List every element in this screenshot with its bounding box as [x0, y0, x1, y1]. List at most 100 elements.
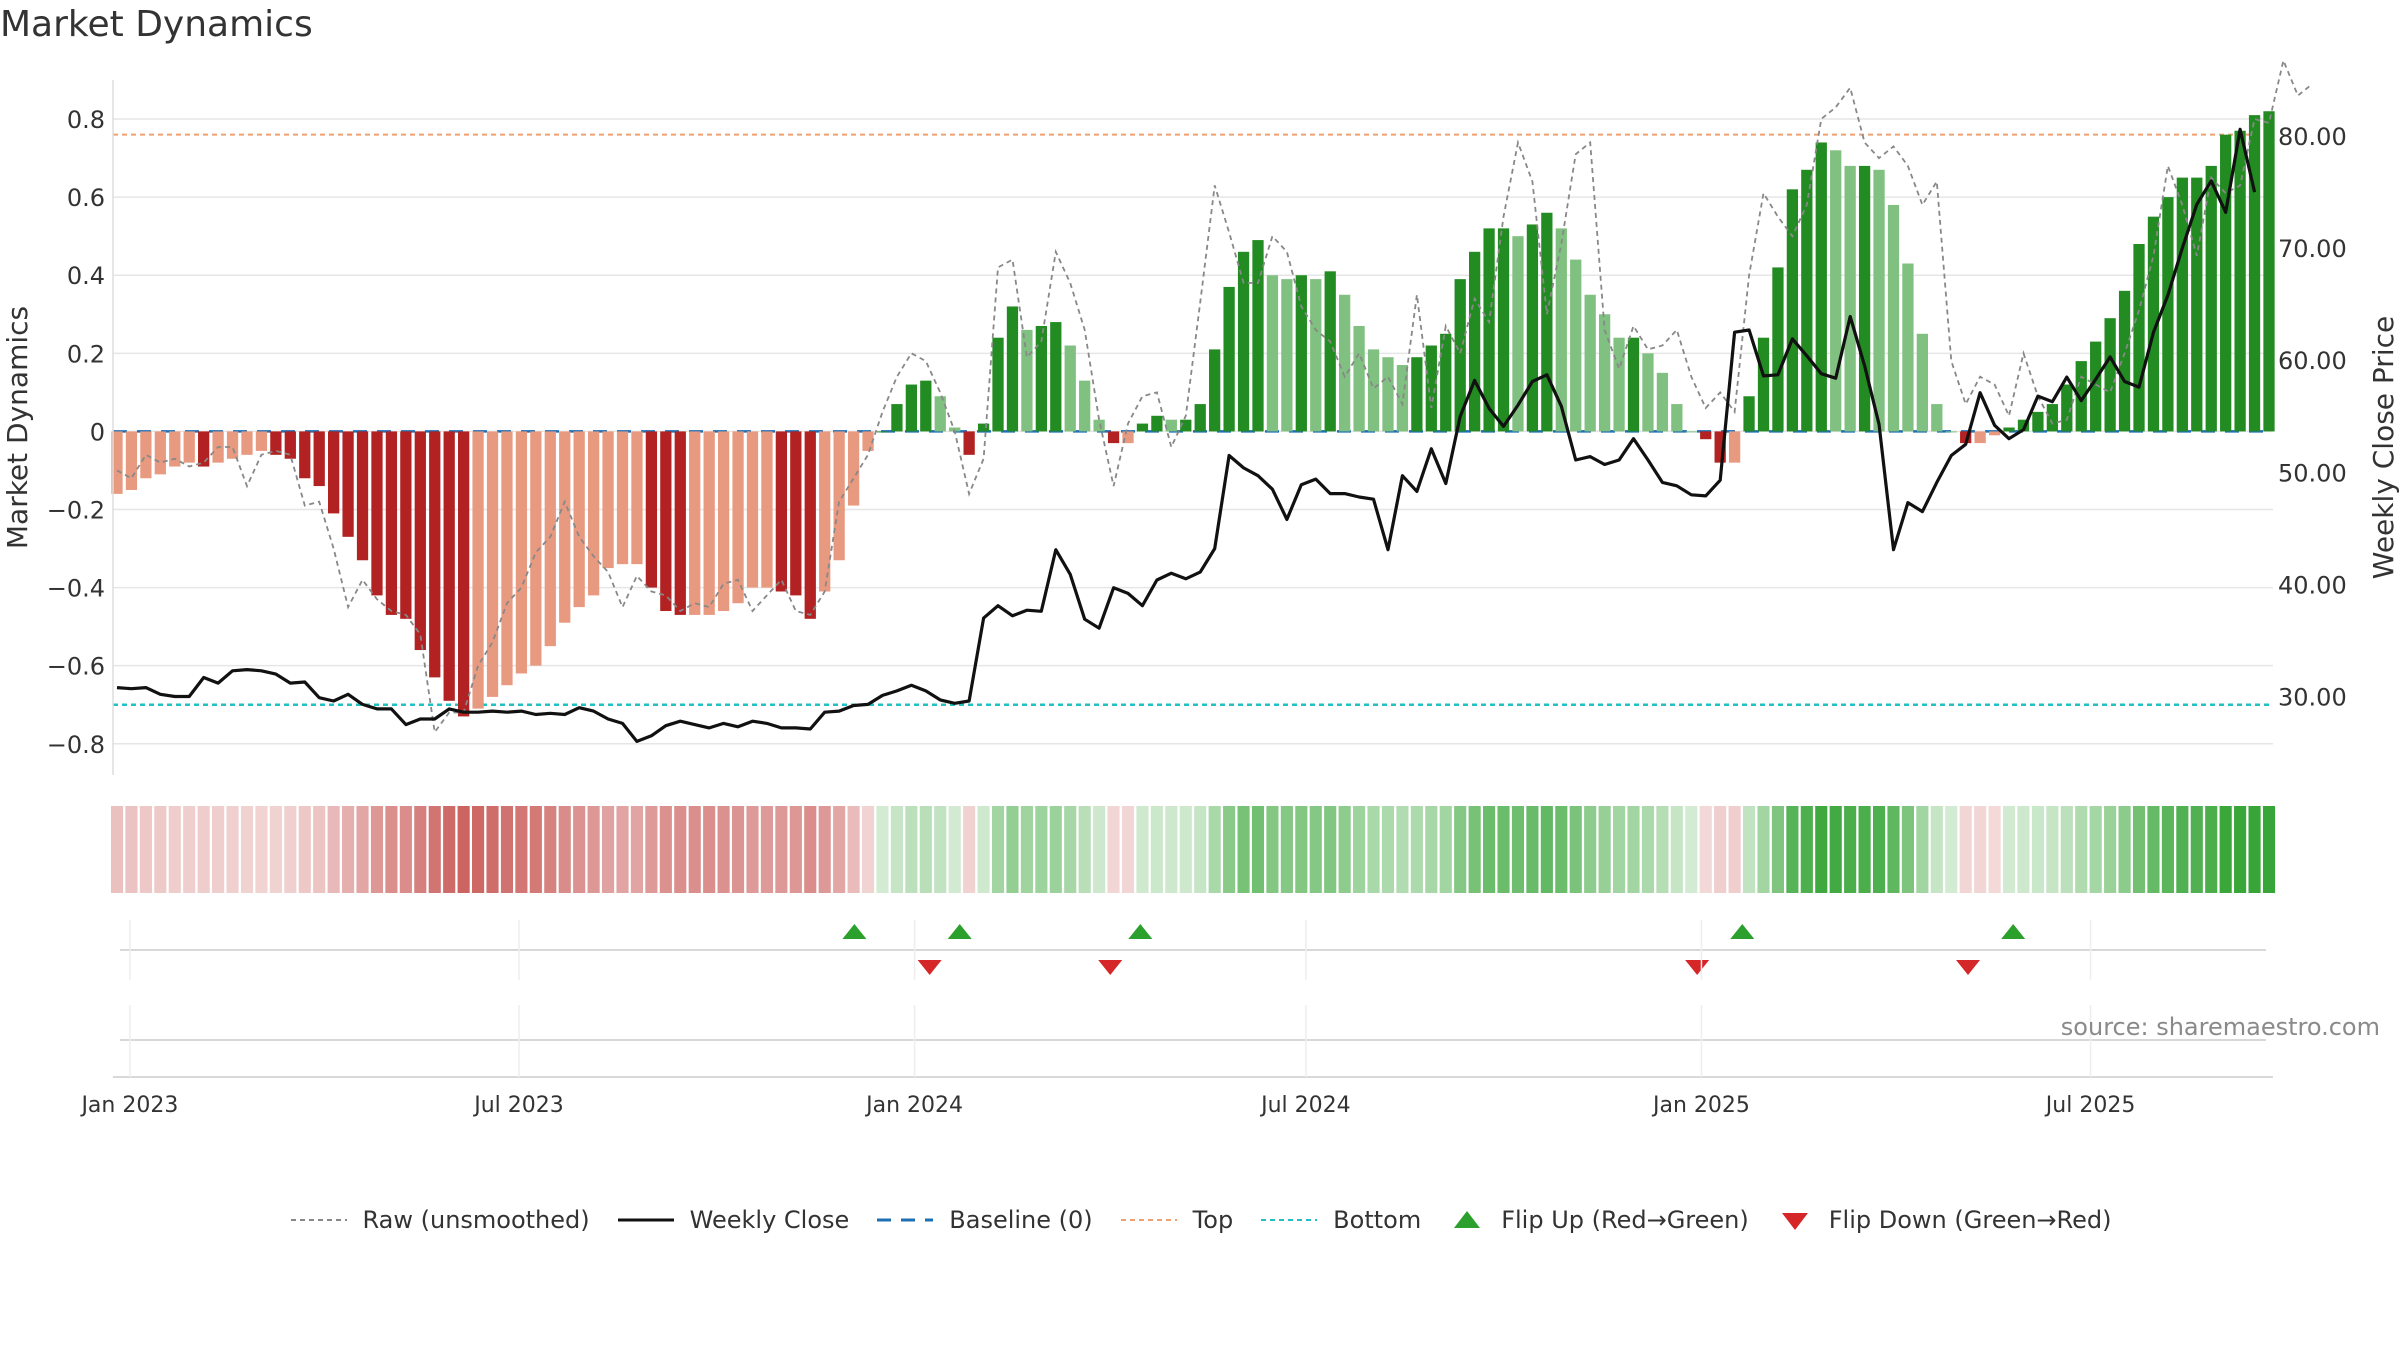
flip-down-marker	[917, 960, 942, 975]
dynamics-bar	[2147, 216, 2160, 432]
dynamics-bar	[1281, 279, 1293, 432]
dynamics-bar	[429, 431, 441, 678]
dynamics-bar	[1960, 431, 1972, 444]
momentum-cell	[1497, 806, 1510, 893]
dynamics-bar	[1541, 212, 1553, 432]
momentum-cell	[356, 806, 369, 893]
dynamics-bar	[2162, 197, 2174, 432]
legend-item-bottom: Bottom	[1259, 1206, 1421, 1234]
momentum-cell	[1454, 806, 1467, 893]
dynamics-bar	[1613, 337, 1625, 432]
momentum-cell	[414, 806, 427, 893]
y-tick-label: 0	[90, 418, 105, 446]
legend-item-raw: Raw (unsmoothed)	[289, 1206, 590, 1234]
y-tick-label: −0.6	[47, 653, 105, 681]
momentum-cell	[125, 806, 138, 893]
momentum-cell	[110, 806, 124, 893]
momentum-cell	[847, 806, 860, 893]
dynamics-bar	[2017, 419, 2030, 432]
momentum-cell	[2046, 806, 2059, 893]
momentum-cell	[876, 806, 889, 893]
momentum-cell	[616, 806, 629, 893]
dynamics-bar	[299, 431, 311, 479]
momentum-cell	[1136, 806, 1149, 893]
dynamics-bar	[2003, 427, 2015, 432]
momentum-cell	[1569, 806, 1582, 893]
dynamics-bar	[457, 431, 470, 717]
dynamics-bar	[1021, 329, 1033, 432]
dynamics-bar	[1858, 165, 1871, 432]
momentum-cell	[1670, 806, 1683, 893]
dynamics-bar	[356, 431, 369, 561]
dynamics-bar	[717, 431, 730, 612]
dynamics-bar	[2075, 361, 2087, 432]
dynamics-bar	[313, 431, 325, 487]
dynamics-bar	[400, 431, 412, 619]
momentum-cell	[1699, 806, 1712, 893]
dynamics-bar	[1035, 325, 1047, 432]
legend-item-close: Weekly Close	[616, 1206, 849, 1234]
momentum-cell	[833, 806, 846, 893]
dynamics-bar	[530, 431, 542, 666]
dynamics-bar	[1671, 404, 1683, 432]
momentum-cell	[1800, 806, 1813, 893]
dynamics-bar	[1079, 380, 1091, 432]
dynamics-bar	[1237, 251, 1250, 432]
raw-line-icon	[290, 1219, 347, 1221]
raw-line	[116, 57, 2313, 735]
dynamics-bar	[443, 431, 455, 701]
dynamics-bar	[1757, 337, 1770, 432]
y-tick-label: −0.2	[47, 496, 105, 524]
y2-tick-label: 70.00	[2278, 235, 2347, 263]
dynamics-bar	[2090, 341, 2102, 432]
dynamics-bar	[689, 431, 701, 615]
momentum-cell	[688, 806, 701, 893]
momentum-cell	[1901, 806, 1914, 893]
momentum-cell	[1829, 806, 1842, 893]
momentum-cell	[1872, 806, 1886, 893]
legend: Raw (unsmoothed) Weekly Close Baseline (…	[0, 1206, 2400, 1234]
dynamics-bar	[1252, 240, 1264, 432]
axes: 0.8 0.6 0.4 0.2 0 −0.2 −0.4 −0.6 −0.8 80.00 70.00 6…	[1, 80, 2400, 775]
momentum-cell	[1598, 806, 1611, 893]
dynamics-bar	[1815, 142, 1827, 432]
dynamics-bar	[1339, 294, 1351, 432]
momentum-cell	[717, 806, 730, 893]
flip-up-marker	[947, 924, 972, 939]
flip-up-marker	[2001, 924, 2026, 939]
momentum-cell	[212, 806, 225, 893]
dynamics-bar	[1743, 396, 1755, 432]
momentum-cell	[977, 806, 990, 893]
x-axis: Jan 2023 Jul 2023 Jan 2024 Jul 2024 Jan 2025…	[79, 920, 2273, 1118]
dynamics-bar	[1931, 404, 1943, 432]
momentum-cell	[2075, 806, 2088, 893]
dynamics-bar	[486, 431, 499, 697]
dynamics-bar	[1483, 228, 1495, 432]
dynamics-bar	[1974, 431, 1986, 444]
dynamics-bar	[342, 431, 354, 537]
y2-tick-label: 40.00	[2278, 571, 2347, 599]
momentum-cell	[1237, 806, 1250, 893]
momentum-cell	[905, 806, 918, 893]
dynamics-bar	[1266, 275, 1279, 432]
dynamics-bar	[183, 431, 195, 463]
y-tick-label: −0.8	[47, 731, 105, 759]
dynamics-bar	[111, 431, 123, 494]
momentum-cell	[2248, 806, 2261, 893]
legend-item-top: Top	[1119, 1206, 1233, 1234]
legend-label: Flip Up (Red→Green)	[1501, 1206, 1749, 1234]
dynamics-bar	[1728, 431, 1741, 463]
momentum-cell	[168, 806, 181, 893]
bottom-line-icon	[1261, 1219, 1318, 1221]
dynamics-bar	[140, 431, 152, 479]
dynamics-bar	[1440, 333, 1452, 432]
momentum-cell	[1742, 806, 1756, 893]
momentum-cell	[298, 806, 311, 893]
dynamics-bar	[1209, 349, 1221, 432]
momentum-cell	[1223, 806, 1236, 893]
momentum-cell	[154, 806, 167, 893]
momentum-cell	[2190, 806, 2203, 893]
dynamics-bar	[1642, 353, 1654, 432]
y-tick-label: 0.6	[67, 184, 105, 212]
